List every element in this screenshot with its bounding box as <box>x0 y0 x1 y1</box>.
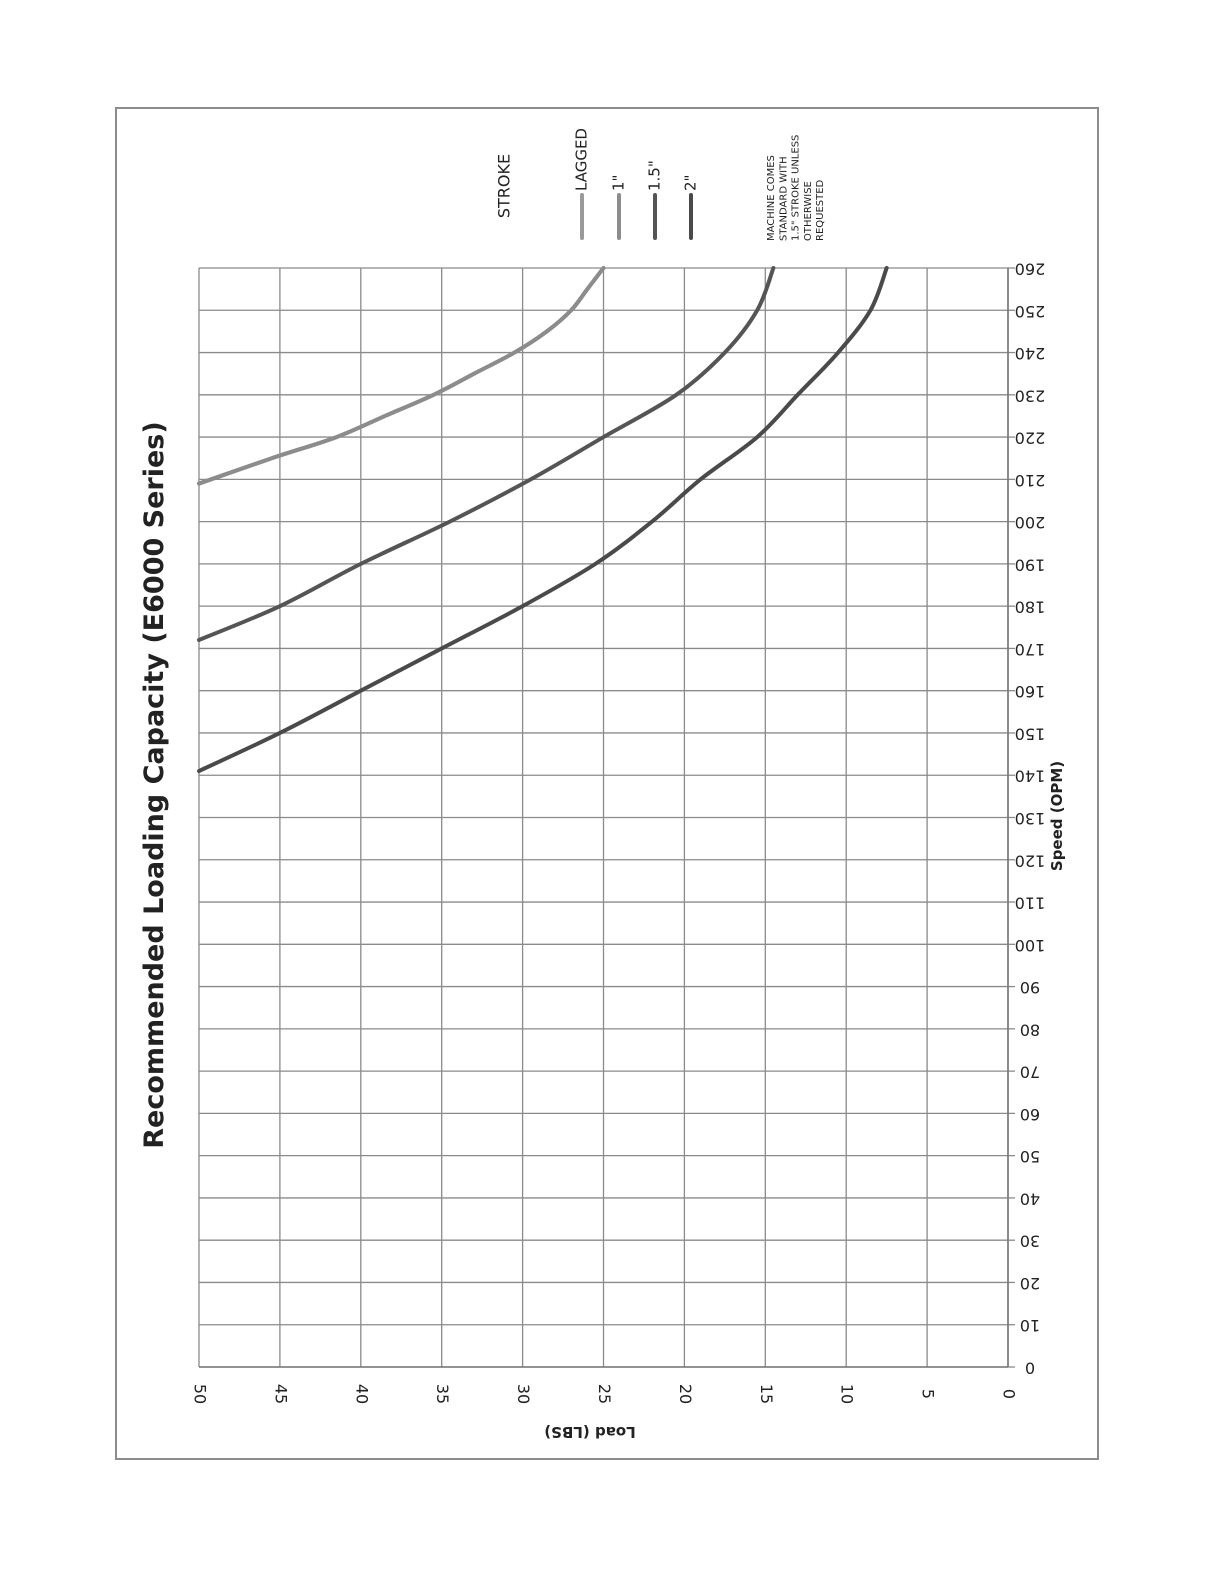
x-tick-label: 120 <box>1015 851 1046 870</box>
note-line: REQUESTED <box>815 179 826 241</box>
y-tick-label: 50 <box>191 1384 210 1404</box>
x-tick-label: 30 <box>1020 1232 1040 1251</box>
series-line-lagged <box>197 266 606 486</box>
x-tick-label: 240 <box>1015 344 1046 363</box>
x-tick-label: 100 <box>1015 936 1046 955</box>
x-tick-label: 210 <box>1015 471 1046 490</box>
x-tick-label: 50 <box>1020 1147 1040 1166</box>
x-tick-label: 160 <box>1015 682 1046 701</box>
y-tick-label: 5 <box>919 1389 938 1399</box>
x-tick-label: 260 <box>1015 260 1046 279</box>
note-line: OTHERWISE <box>803 181 814 241</box>
legend-label: 1.5" <box>646 160 664 191</box>
x-tick-label: 200 <box>1015 513 1046 532</box>
x-tick-label: 0 <box>1025 1359 1035 1378</box>
note-line: STANDARD WITH <box>778 156 789 241</box>
x-tick-label: 70 <box>1020 1063 1040 1082</box>
grid <box>198 267 1009 1368</box>
x-tick-label: 180 <box>1015 598 1046 617</box>
note-line: 1.5" STROKE UNLESS <box>791 135 802 241</box>
y-tick-label: 45 <box>271 1384 290 1404</box>
y-tick-label: 35 <box>433 1384 452 1404</box>
series-line-1 <box>197 266 606 486</box>
series-line-1-5 <box>197 266 776 642</box>
y-tick-label: 0 <box>1000 1389 1019 1399</box>
x-tick-label: 130 <box>1015 809 1046 828</box>
x-tick-label: 220 <box>1015 429 1046 448</box>
y-tick-label: 40 <box>352 1384 371 1404</box>
y-tick-label: 20 <box>676 1384 695 1404</box>
series-line-2 <box>197 266 889 774</box>
series-layer <box>197 266 889 774</box>
legend-label: 2" <box>682 175 700 191</box>
legend-label: LAGGED <box>573 128 591 191</box>
x-tick-label: 90 <box>1020 978 1040 997</box>
x-tick-label: 80 <box>1020 1020 1040 1039</box>
legend: STROKE LAGGED 1" 1.5" 2" MACHINE COMES STANDAR… <box>495 128 827 241</box>
x-tick-label: 170 <box>1015 640 1046 659</box>
chart-frame <box>115 107 1099 1460</box>
x-tick-label: 250 <box>1015 302 1046 321</box>
x-tick-label: 150 <box>1015 724 1046 743</box>
x-tick-label: 140 <box>1015 767 1046 786</box>
x-tick-label: 40 <box>1020 1189 1040 1208</box>
x-tick-label: 20 <box>1020 1274 1040 1293</box>
y-axis-label: Load (LBS) <box>544 1423 635 1441</box>
x-tick-label: 60 <box>1020 1105 1040 1124</box>
y-tick-label: 15 <box>757 1384 776 1404</box>
note-line: MACHINE COMES <box>766 155 777 241</box>
chart-title: Recommended Loading Capacity (E6000 Seri… <box>139 421 170 1148</box>
y-tick-label: 10 <box>838 1384 857 1404</box>
x-tick-label: 190 <box>1015 555 1046 574</box>
x-tick-label: 230 <box>1015 386 1046 405</box>
axes <box>199 267 1015 1368</box>
y-tick-label: 25 <box>595 1384 614 1404</box>
tick-labels: 0102030405060708090100110120130140150160… <box>191 260 1046 1405</box>
x-axis-label: Speed (OPM) <box>1048 761 1066 871</box>
x-tick-label: 110 <box>1015 894 1046 913</box>
x-tick-label: 10 <box>1020 1316 1040 1335</box>
legend-label: 1" <box>610 175 628 191</box>
y-tick-label: 30 <box>514 1384 533 1404</box>
legend-title: STROKE <box>495 154 514 218</box>
